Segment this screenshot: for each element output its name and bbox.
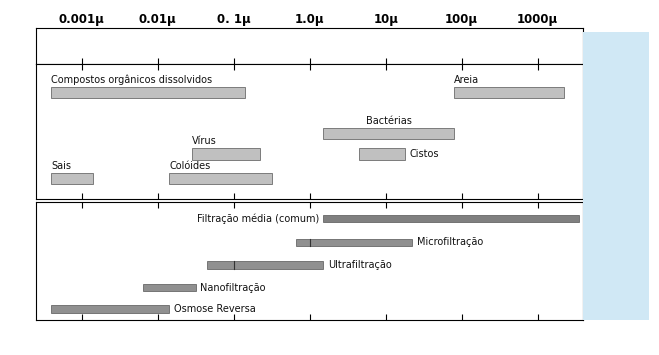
Text: Filtração média (comum): Filtração média (comum) bbox=[196, 213, 319, 224]
Text: Bactérias: Bactérias bbox=[366, 116, 412, 126]
FancyBboxPatch shape bbox=[324, 214, 579, 222]
Text: Ultrafiltração: Ultrafiltração bbox=[328, 260, 391, 270]
Text: Vírus: Vírus bbox=[192, 136, 217, 147]
FancyBboxPatch shape bbox=[51, 305, 169, 312]
FancyBboxPatch shape bbox=[192, 148, 260, 159]
Text: Sais: Sais bbox=[51, 161, 71, 171]
FancyBboxPatch shape bbox=[359, 148, 405, 159]
FancyBboxPatch shape bbox=[169, 173, 272, 184]
FancyBboxPatch shape bbox=[296, 239, 413, 246]
FancyBboxPatch shape bbox=[324, 128, 454, 139]
Text: Areia: Areia bbox=[454, 75, 479, 85]
Text: Cistos: Cistos bbox=[409, 149, 439, 159]
Text: Compostos orgânicos dissolvidos: Compostos orgânicos dissolvidos bbox=[51, 75, 213, 85]
FancyBboxPatch shape bbox=[207, 261, 324, 269]
FancyBboxPatch shape bbox=[51, 87, 245, 98]
Text: Microfiltração: Microfiltração bbox=[417, 237, 483, 247]
Text: Nanofiltração: Nanofiltração bbox=[200, 283, 266, 293]
Text: Osmose Reversa: Osmose Reversa bbox=[174, 304, 256, 314]
FancyBboxPatch shape bbox=[454, 87, 564, 98]
Text: Colóides: Colóides bbox=[169, 161, 210, 171]
FancyBboxPatch shape bbox=[51, 173, 93, 184]
FancyBboxPatch shape bbox=[142, 284, 196, 291]
